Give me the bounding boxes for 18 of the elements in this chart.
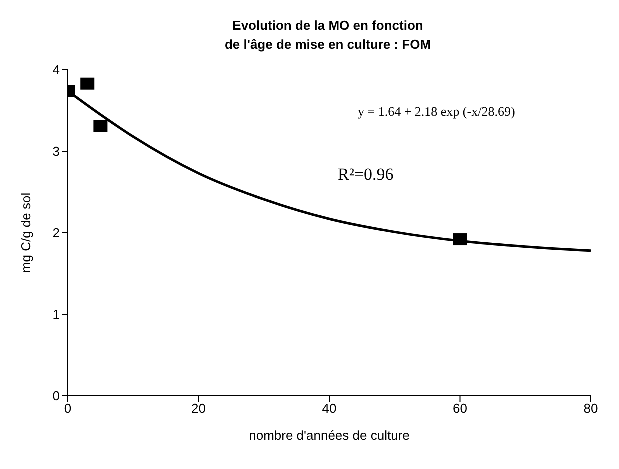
- x-tick-label: 80: [584, 401, 598, 416]
- y-tick-label: 0: [52, 388, 60, 404]
- y-tick-label: 2: [52, 226, 60, 241]
- point: [94, 120, 108, 132]
- y-axis-title: mg C/g de sol: [18, 192, 34, 274]
- x-tick-label: 40: [322, 401, 337, 416]
- y-tick-label: 4: [52, 62, 60, 78]
- y-tick-label: 1: [52, 307, 60, 322]
- x-tick-label: 0: [64, 401, 72, 416]
- annotation: R²=0.96: [338, 165, 394, 184]
- point: [453, 234, 468, 246]
- chart-title: Evolution de la MO en fonction de l'âge de mise en culture : FOM: [224, 18, 432, 52]
- annotation: y = 1.64 + 2.18 exp (-x/28.69): [358, 104, 516, 119]
- x-axis-title: nombre d'années de culture: [249, 428, 410, 443]
- point: [80, 78, 95, 90]
- y-tick-label: 3: [52, 144, 60, 160]
- x-tick-label: 20: [192, 401, 206, 416]
- x-tick-label: 60: [453, 401, 468, 416]
